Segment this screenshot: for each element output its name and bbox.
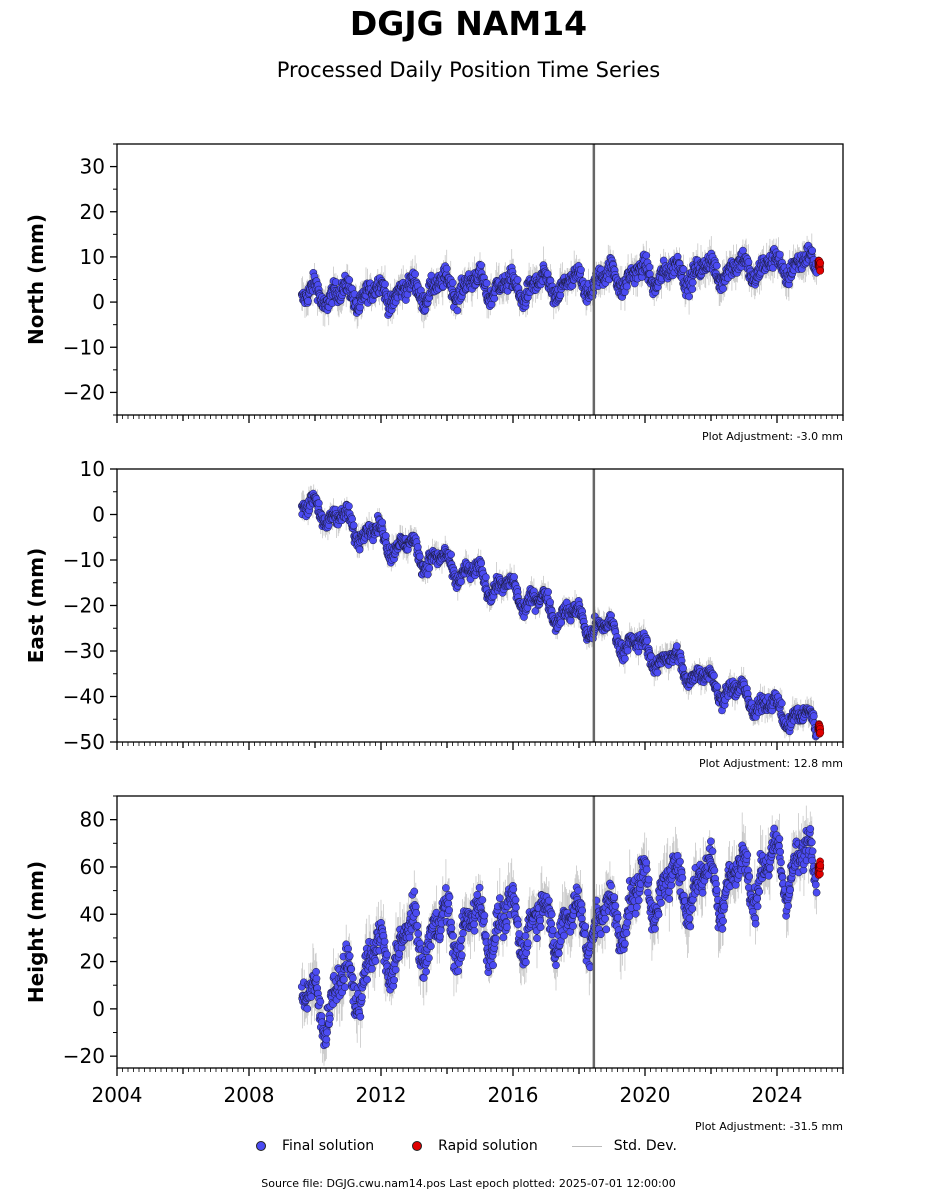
final-point bbox=[345, 276, 354, 284]
final-solution-points bbox=[297, 824, 821, 1050]
final-point bbox=[423, 570, 432, 579]
y-tick-label: −40 bbox=[63, 685, 105, 709]
final-point bbox=[457, 577, 465, 586]
panel-1: −20 −10 0 10 20 30 North (mm) Plot Adjustment: … bbox=[24, 143, 844, 443]
y-tick-label: 20 bbox=[80, 200, 105, 224]
panel-2: −50 −40 −30 −20 −10 0 10 East (mm) Plot Adjustme… bbox=[24, 457, 844, 770]
y-tick-label: 10 bbox=[80, 245, 105, 269]
final-point bbox=[490, 294, 499, 303]
final-point bbox=[713, 682, 722, 691]
y-tick-label: −20 bbox=[63, 380, 105, 404]
final-point bbox=[673, 252, 682, 261]
rapid-point bbox=[816, 259, 825, 267]
y-tick-label: 30 bbox=[80, 155, 105, 179]
y-tick-label: −20 bbox=[63, 594, 105, 618]
final-point bbox=[349, 521, 358, 530]
plot-area bbox=[297, 484, 825, 742]
final-point bbox=[348, 515, 356, 523]
y-tick-label: −10 bbox=[63, 548, 105, 572]
y-axis-label: East (mm) bbox=[24, 548, 48, 664]
final-point bbox=[809, 712, 818, 721]
rapid-point bbox=[816, 728, 825, 737]
final-point bbox=[679, 265, 688, 274]
final-point bbox=[312, 974, 321, 983]
final-point bbox=[566, 616, 575, 625]
final-point bbox=[544, 588, 552, 596]
final-point bbox=[453, 306, 462, 315]
final-point bbox=[345, 502, 353, 511]
rapid-point bbox=[816, 266, 825, 275]
final-point bbox=[621, 654, 629, 663]
final-point bbox=[710, 671, 718, 680]
final-point bbox=[643, 636, 651, 645]
final-point bbox=[312, 967, 320, 976]
final-point bbox=[482, 573, 490, 582]
y-tick-label: −50 bbox=[63, 730, 105, 754]
final-point bbox=[442, 264, 451, 273]
final-point bbox=[411, 270, 419, 278]
page-title: DGJG NAM14 bbox=[349, 4, 588, 43]
final-point bbox=[653, 668, 662, 677]
final-point bbox=[777, 699, 786, 708]
final-point bbox=[378, 518, 387, 527]
final-point bbox=[425, 564, 434, 573]
final-solution-points bbox=[297, 489, 821, 741]
final-solution-points bbox=[297, 241, 821, 319]
final-point bbox=[557, 618, 566, 627]
final-point bbox=[477, 261, 486, 270]
y-tick-label: −10 bbox=[63, 335, 105, 359]
final-point bbox=[688, 278, 697, 287]
final-point bbox=[415, 552, 424, 561]
panel-frame bbox=[116, 468, 844, 743]
final-point bbox=[679, 664, 687, 673]
final-point bbox=[482, 279, 491, 288]
final-point bbox=[577, 266, 585, 274]
final-point bbox=[355, 545, 364, 554]
final-point bbox=[623, 282, 631, 291]
final-point bbox=[744, 258, 753, 266]
final-point bbox=[413, 543, 422, 551]
final-point bbox=[513, 275, 522, 284]
final-point bbox=[307, 993, 316, 1001]
plot-area bbox=[297, 805, 825, 1066]
final-point bbox=[448, 278, 457, 287]
final-point bbox=[642, 251, 651, 260]
final-point bbox=[381, 280, 389, 289]
final-point bbox=[775, 250, 784, 259]
rapid-solution-points bbox=[814, 720, 825, 738]
final-point bbox=[645, 263, 654, 271]
plot-area bbox=[297, 233, 825, 329]
rapid-solution-points bbox=[814, 256, 825, 275]
final-point bbox=[447, 550, 455, 559]
final-point bbox=[685, 292, 693, 301]
final-point bbox=[510, 573, 518, 581]
final-point bbox=[712, 261, 721, 270]
page-subtitle: Processed Daily Position Time Series bbox=[276, 58, 661, 82]
final-point bbox=[304, 297, 312, 305]
final-point bbox=[719, 284, 727, 293]
plot-adjustment: Plot Adjustment: 12.8 mm bbox=[699, 757, 843, 770]
final-point bbox=[808, 246, 817, 255]
final-point bbox=[477, 559, 486, 568]
y-tick-label: 10 bbox=[80, 457, 105, 481]
y-axis-label: North (mm) bbox=[24, 214, 48, 345]
final-point bbox=[546, 598, 554, 607]
y-tick-label: −30 bbox=[63, 639, 105, 663]
final-point bbox=[672, 642, 681, 650]
y-tick-label: 0 bbox=[92, 503, 105, 527]
final-point bbox=[688, 285, 697, 293]
final-point bbox=[303, 1004, 312, 1013]
final-point bbox=[381, 531, 390, 540]
final-point bbox=[531, 607, 540, 615]
final-point bbox=[623, 646, 632, 655]
plot-adjustment: Plot Adjustment: -3.0 mm bbox=[702, 430, 843, 443]
y-tick-label: 0 bbox=[92, 290, 105, 314]
final-point bbox=[314, 499, 323, 508]
